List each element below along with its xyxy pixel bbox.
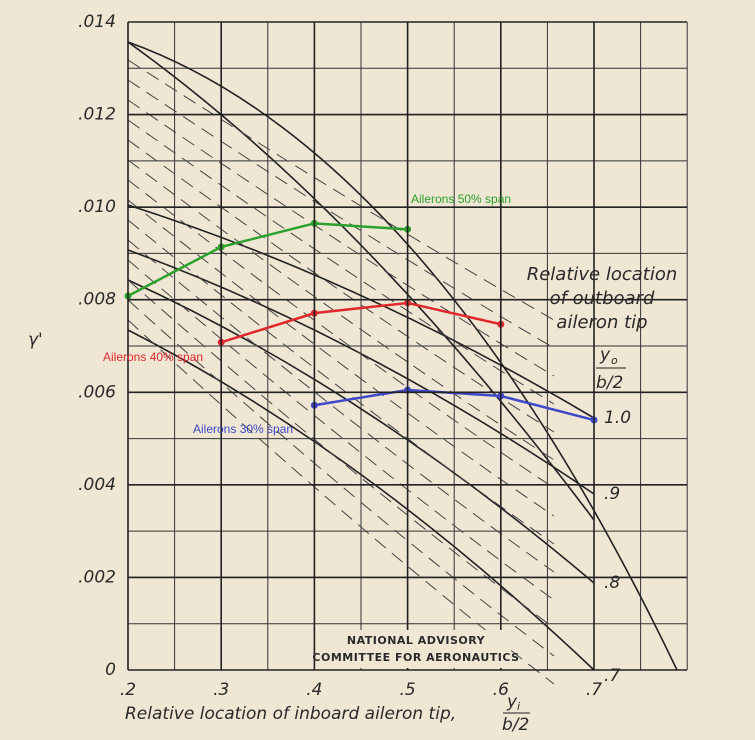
right-label: 1.0 xyxy=(604,408,631,428)
hatch xyxy=(127,99,555,377)
y-axis-label: γ' xyxy=(28,330,43,350)
x-tick-label: .5 xyxy=(399,680,415,700)
series-label: Ailerons 40% span xyxy=(103,350,203,364)
right-frac: o xyxy=(611,354,618,367)
family-curve xyxy=(127,279,595,584)
stamp-bg xyxy=(320,630,510,668)
hatch xyxy=(127,79,555,349)
family-curve xyxy=(127,204,595,419)
right-label: .7 xyxy=(604,666,620,686)
hatch xyxy=(127,319,555,685)
y-tick-label: .014 xyxy=(78,12,116,32)
y-tick-label: .006 xyxy=(78,382,116,402)
family-curve xyxy=(127,41,678,671)
hatch xyxy=(127,299,555,657)
x-label-frac: y xyxy=(506,692,518,712)
series-line xyxy=(220,301,502,344)
y-tick-label: .012 xyxy=(78,105,116,125)
y-tick-label: .004 xyxy=(78,475,116,495)
stamp: NATIONAL ADVISORY xyxy=(347,634,486,647)
series-label: Ailerons 50% span xyxy=(411,192,511,206)
hatch xyxy=(127,179,555,489)
family-curve xyxy=(127,41,595,521)
x-tick-label: .6 xyxy=(493,680,509,700)
family-curve xyxy=(127,329,595,671)
annotation: of outboard xyxy=(550,288,655,309)
y-tick-label: 0 xyxy=(105,660,116,680)
right-frac: y xyxy=(599,345,611,365)
x-tick-label: .2 xyxy=(120,680,136,700)
x-axis-label: Relative location of inboard aileron tip… xyxy=(125,704,456,724)
y-tick-label: .010 xyxy=(78,197,116,217)
hatch xyxy=(127,259,555,601)
series-line xyxy=(127,222,408,298)
x-tick-label: .3 xyxy=(213,680,229,700)
annotation: aileron tip xyxy=(556,312,647,333)
hatch xyxy=(127,199,555,517)
y-tick-label: .002 xyxy=(78,567,116,587)
right-frac: b/2 xyxy=(596,373,623,393)
right-label: .8 xyxy=(604,573,620,593)
stamp: COMMITTEE FOR AERONAUTICS xyxy=(312,651,519,664)
series-label: Ailerons 30% span xyxy=(193,422,293,436)
x-label-frac: i xyxy=(517,700,520,713)
x-label-frac: b/2 xyxy=(502,715,529,735)
hatch xyxy=(127,219,555,545)
annotation: Relative location xyxy=(527,264,678,285)
x-tick-label: .7 xyxy=(586,680,602,700)
y-tick-label: .008 xyxy=(78,290,116,310)
hatch xyxy=(127,239,555,573)
hatch xyxy=(127,279,555,629)
right-label: .9 xyxy=(604,484,620,504)
x-tick-label: .4 xyxy=(306,680,322,700)
hatch xyxy=(127,59,555,321)
